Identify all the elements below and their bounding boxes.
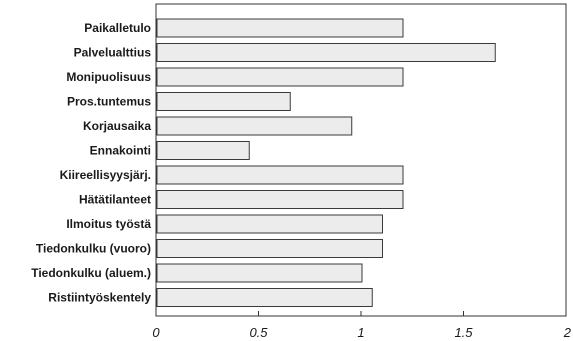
bar (156, 263, 363, 283)
bar (156, 214, 383, 234)
bar (156, 43, 496, 62)
x-tick-label: 2 (563, 325, 572, 340)
category-label: Ristiintyöskentely (48, 291, 151, 305)
category-label: Tiedonkulku (aluem.) (31, 266, 151, 280)
x-tick-label: 1.5 (454, 325, 473, 340)
category-label: Kiireellisyysjärj. (60, 168, 151, 182)
bar (156, 165, 404, 185)
bars-group (156, 18, 496, 307)
category-label: Ilmoitus työstä (66, 217, 151, 231)
category-label: Hätätilanteet (79, 193, 151, 207)
category-label: Ennakointi (90, 144, 151, 158)
category-label: Monipuolisuus (66, 70, 151, 84)
x-tick-label: 0.5 (249, 325, 268, 340)
x-tick-label: 0 (152, 325, 160, 340)
bar (156, 288, 373, 307)
bar (156, 141, 250, 160)
bar (156, 239, 383, 258)
category-label: Paikalletulo (84, 21, 151, 35)
x-axis: 0 0.5 1 1.5 2 (152, 311, 572, 340)
category-label: Tiedonkulku (vuoro) (36, 242, 151, 256)
bar (156, 190, 404, 209)
category-label: Palvelualttius (74, 46, 152, 60)
bar (156, 92, 291, 111)
bar (156, 18, 404, 38)
category-label: Pros.tuntemus (67, 95, 151, 109)
category-labels-group: Paikalletulo Palvelualttius Monipuolisuus P… (31, 21, 151, 305)
category-label: Korjausaika (83, 119, 151, 133)
bar (156, 116, 353, 136)
x-tick-label: 1 (357, 325, 364, 340)
bar (156, 67, 404, 87)
